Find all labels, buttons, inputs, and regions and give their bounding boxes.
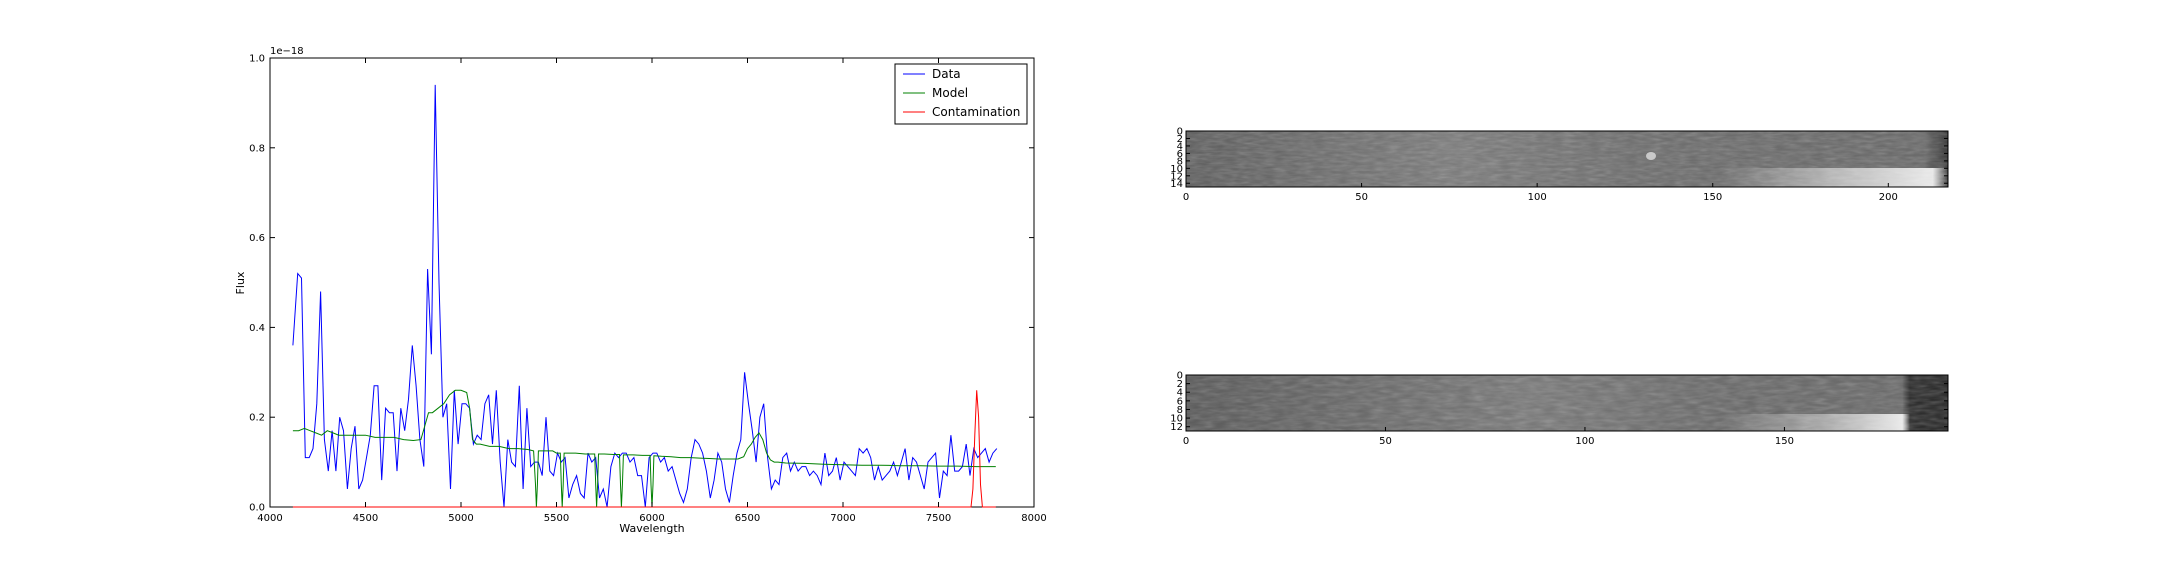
image-x-tick-label: 0	[1183, 192, 1189, 203]
image-x-tick-label: 150	[1703, 192, 1722, 203]
x-tick-label: 8000	[1021, 513, 1046, 524]
spectrum-x-ticks: 4000 4500 5000 5500 6000 6500 7000 7500 8000	[257, 58, 1047, 524]
x-tick-label: 4000	[257, 513, 282, 524]
image-y-tick-label: 4	[1177, 141, 1183, 152]
image-x-tick-label: 50	[1379, 436, 1392, 447]
image-y-tick-label: 0	[1177, 371, 1183, 382]
image-y-tick-label: 10	[1170, 164, 1183, 175]
image-y-tick-label: 14	[1170, 179, 1183, 190]
spectrum-plot-area	[269, 57, 1035, 508]
image-x-tick-label: 100	[1575, 436, 1594, 447]
image-1-bright-spot	[1646, 152, 1656, 160]
image-1-frame	[1185, 130, 1949, 188]
legend-label-data: Data	[932, 67, 961, 81]
image-2-x-ticks: 0 50 100 150	[1183, 427, 1794, 447]
image-y-tick-label: 2	[1177, 134, 1183, 145]
x-tick-label: 6500	[735, 513, 760, 524]
image-x-tick-label: 0	[1183, 436, 1189, 447]
image-x-tick-label: 50	[1355, 192, 1368, 203]
image-2-frame	[1185, 374, 1949, 432]
y-tick-label: 0.6	[249, 233, 265, 244]
image-2-bright-band	[1186, 414, 1948, 431]
image-y-tick-label: 8	[1177, 405, 1183, 416]
spectrum-y-ticks: 0.0 0.2 0.4 0.6 0.8 1.0	[249, 54, 1034, 514]
x-tick-label: 7000	[830, 513, 855, 524]
x-tick-label: 7500	[926, 513, 951, 524]
image-y-tick-label: 12	[1170, 422, 1183, 433]
x-axis-label: Wavelength	[619, 522, 684, 535]
legend-label-contamination: Contamination	[932, 105, 1020, 119]
y-tick-label: 0.0	[249, 503, 265, 514]
image-x-tick-label: 200	[1879, 192, 1898, 203]
y-tick-label: 1.0	[249, 54, 265, 65]
x-tick-label: 5500	[544, 513, 569, 524]
image-x-tick-label: 100	[1528, 192, 1547, 203]
image-y-tick-label: 12	[1170, 171, 1183, 182]
image-y-tick-label: 10	[1170, 414, 1183, 425]
image-y-tick-label: 2	[1177, 379, 1183, 390]
model-line	[292, 389, 996, 508]
legend-label-model: Model	[932, 86, 968, 100]
x-tick-label: 5000	[448, 513, 473, 524]
image-y-tick-label: 4	[1177, 388, 1183, 399]
y-tick-label: 0.4	[249, 323, 265, 334]
image-x-tick-label: 150	[1775, 436, 1794, 447]
x-tick-label: 6000	[639, 513, 664, 524]
offset-label: 1e−18	[270, 46, 304, 57]
y-tick-label: 0.8	[249, 143, 265, 154]
x-tick-label: 4500	[353, 513, 378, 524]
image-y-tick-label: 6	[1177, 149, 1183, 160]
y-tick-label: 0.2	[249, 413, 265, 424]
image-y-tick-label: 6	[1177, 396, 1183, 407]
image-y-tick-label: 0	[1177, 127, 1183, 138]
image-1-bright-band	[1186, 168, 1948, 187]
legend: Data Model Contamination	[894, 63, 1028, 125]
image-y-tick-label: 8	[1177, 156, 1183, 167]
contamination-line	[292, 390, 996, 508]
y-axis-label: Flux	[234, 271, 247, 294]
spectrum-series-layer	[292, 84, 998, 508]
spectrum-plot: 4000 4500 5000 5500 6000 6500 7000 7500 8000 0.0…	[234, 46, 1047, 535]
